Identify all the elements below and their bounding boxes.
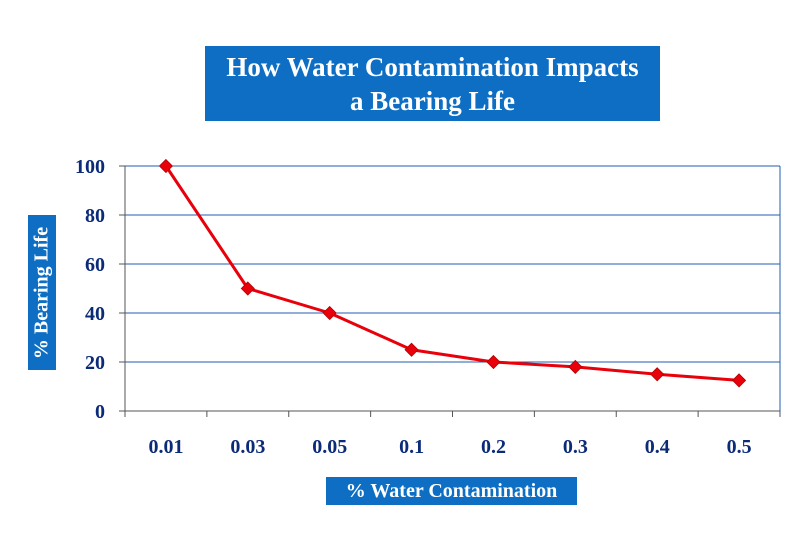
- x-tick-label: 0.03: [230, 436, 265, 458]
- x-tick-label: 0.01: [148, 436, 183, 458]
- x-tick-label: 0.5: [727, 436, 752, 458]
- y-tick-label: 20: [85, 352, 105, 374]
- y-tick-label: 40: [85, 303, 105, 325]
- data-point: [404, 342, 419, 357]
- y-axis-label-box: % Bearing Life: [28, 215, 56, 370]
- data-point: [731, 373, 747, 388]
- chart-title-line-1: How Water Contamination Impacts: [226, 52, 639, 82]
- x-tick-label: 0.4: [645, 436, 670, 458]
- x-tick-label: 0.05: [312, 436, 347, 458]
- chart-title: How Water Contamination Impacts a Bearin…: [205, 46, 660, 121]
- x-tick-label: 0.2: [481, 436, 506, 458]
- x-tick-label: 0.3: [563, 436, 588, 458]
- chart-title-line-2: a Bearing Life: [350, 86, 515, 116]
- data-point: [486, 354, 501, 370]
- y-tick-label: 0: [95, 401, 105, 423]
- data-point: [650, 367, 665, 382]
- y-tick-label: 80: [85, 205, 105, 227]
- data-point: [568, 359, 583, 374]
- x-tick-label: 0.1: [399, 436, 424, 458]
- data-point: [158, 158, 174, 174]
- data-point: [322, 305, 337, 321]
- series-line: [164, 165, 740, 382]
- data-point: [240, 281, 255, 296]
- x-axis-label: % Water Contamination: [326, 477, 577, 505]
- y-tick-label: 100: [75, 156, 105, 178]
- y-tick-label: 60: [85, 254, 105, 276]
